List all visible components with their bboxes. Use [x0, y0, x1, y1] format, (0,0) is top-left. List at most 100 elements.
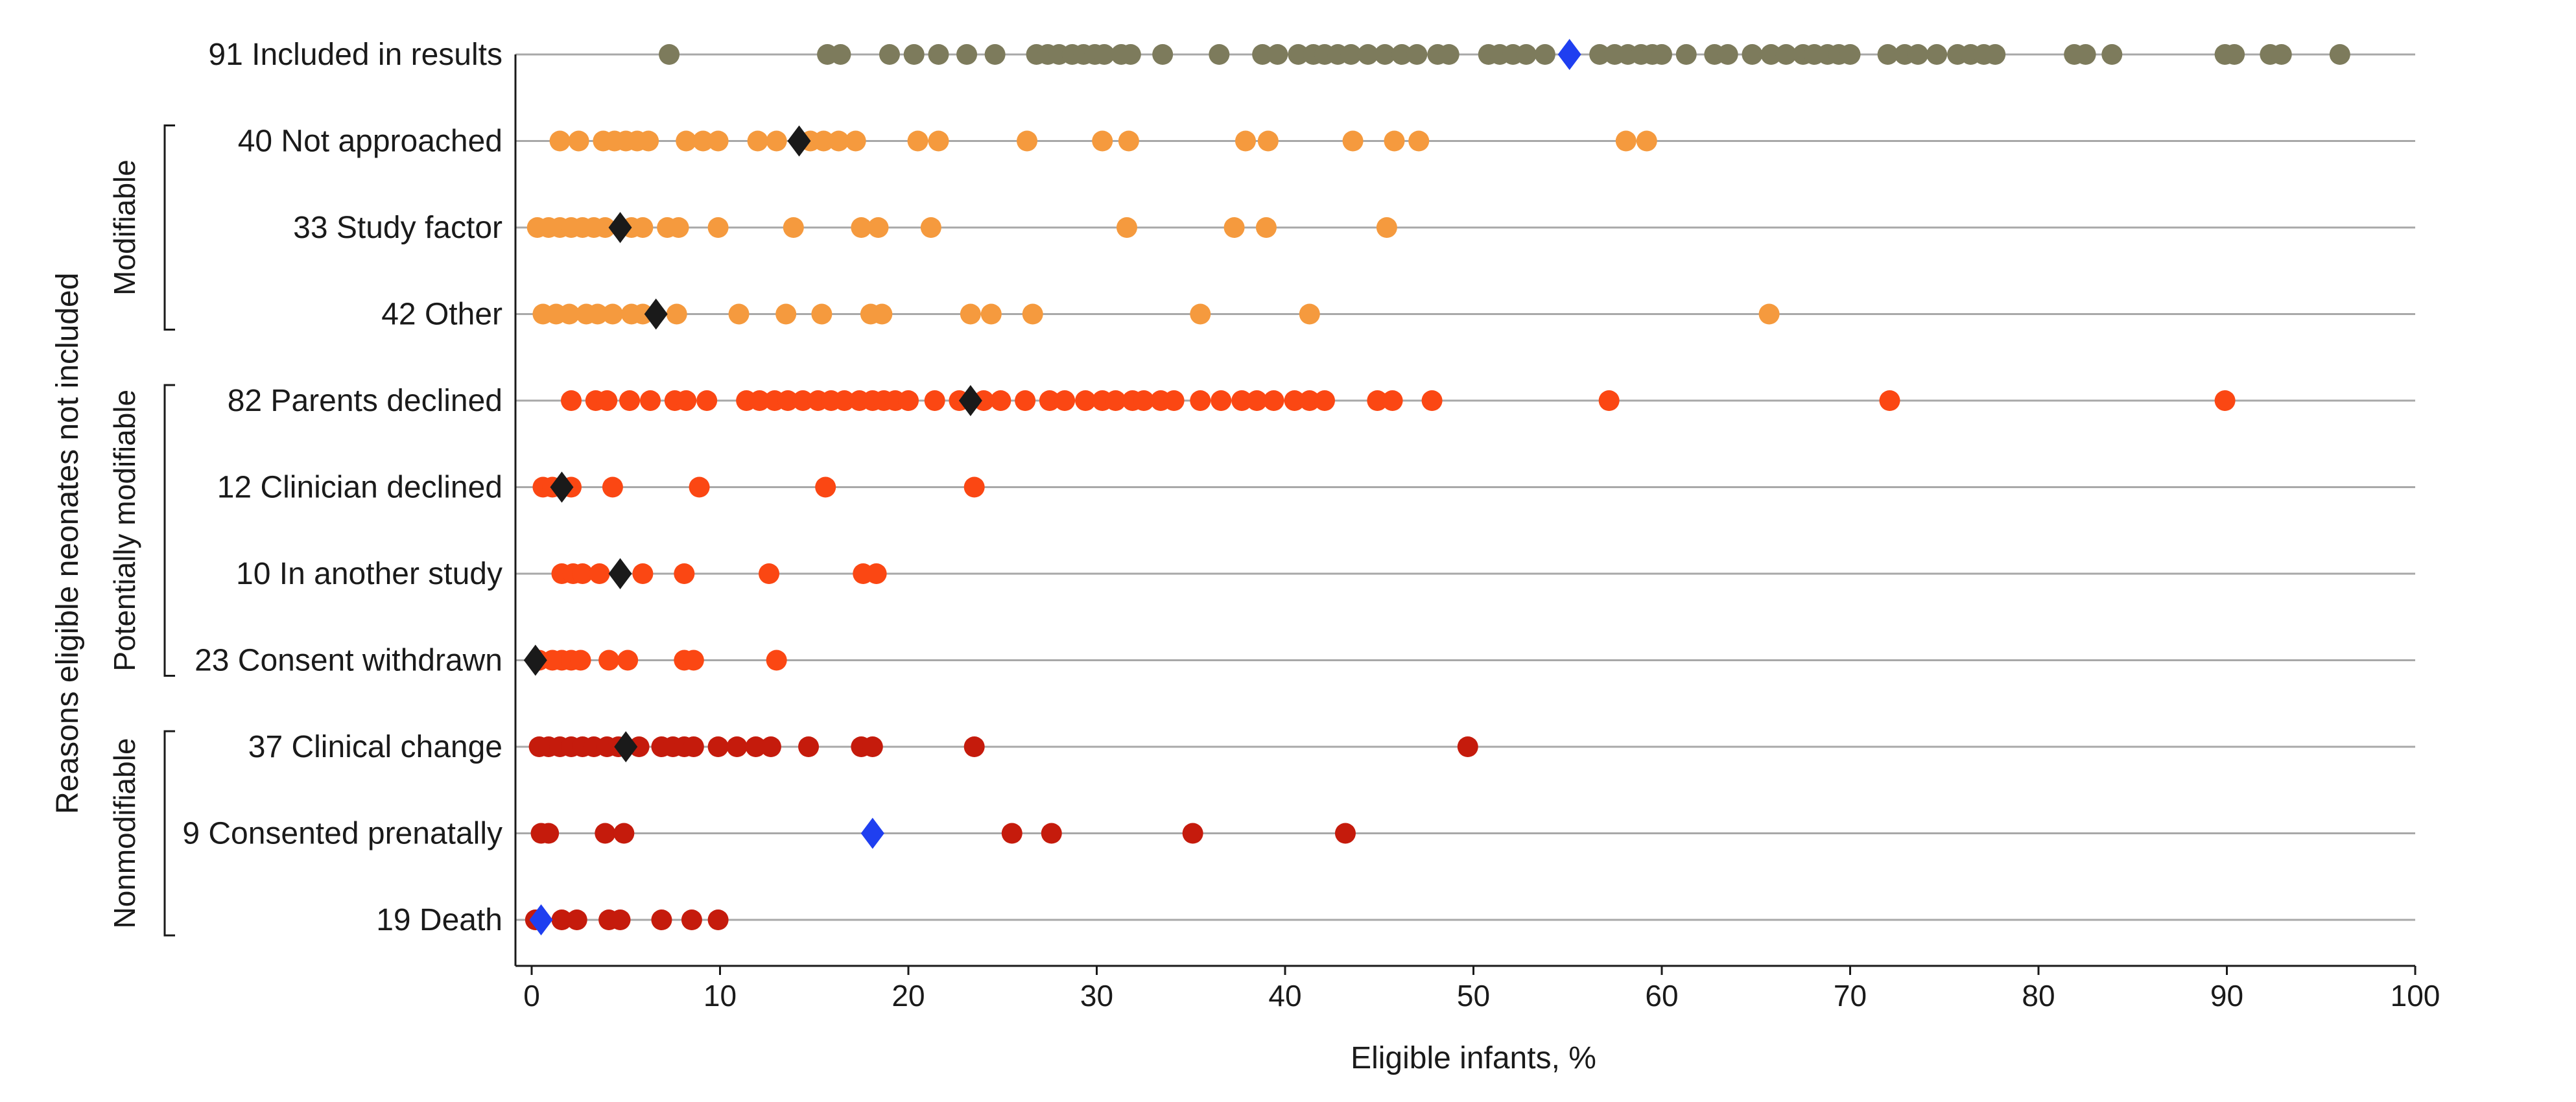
data-point [1288, 44, 1309, 65]
data-point [815, 476, 836, 498]
data-point [1231, 390, 1253, 411]
data-point [692, 130, 714, 152]
median-marker [1557, 39, 1581, 70]
median-marker [860, 817, 884, 849]
data-point [798, 736, 820, 757]
data-point [595, 823, 616, 844]
data-point [830, 44, 851, 65]
data-point [707, 909, 729, 930]
median-marker [787, 125, 811, 157]
data-point [1116, 217, 1137, 238]
data-point [1760, 44, 1782, 65]
data-point [1118, 130, 1139, 152]
data-point [619, 390, 641, 411]
data-point [632, 303, 654, 325]
data-point [1015, 390, 1036, 411]
data-point [851, 217, 872, 238]
data-point [1384, 130, 1405, 152]
data-point [551, 909, 573, 930]
data-point [1651, 44, 1672, 65]
data-point [651, 909, 672, 930]
median-marker [529, 904, 553, 935]
data-point [1334, 823, 1356, 844]
data-point [598, 650, 620, 671]
data-point [920, 217, 941, 238]
data-point [1374, 44, 1395, 65]
group-bracket [163, 730, 175, 937]
data-point [609, 909, 631, 930]
data-point [1589, 44, 1611, 65]
data-point [1190, 390, 1211, 411]
data-point [1120, 44, 1141, 65]
data-point [775, 303, 797, 325]
data-point [538, 823, 560, 844]
data-point [1209, 44, 1230, 65]
data-point [766, 650, 787, 671]
data-point [2075, 44, 2096, 65]
median-marker [644, 298, 668, 330]
data-point [1041, 823, 1062, 844]
data-point [760, 736, 781, 757]
data-point [1223, 217, 1245, 238]
data-point [628, 736, 650, 757]
data-point [589, 563, 610, 584]
data-point [956, 44, 978, 65]
data-point [1421, 390, 1443, 411]
data-point [1263, 390, 1284, 411]
data-point [1001, 823, 1022, 844]
median-marker [614, 731, 638, 762]
data-point [1839, 44, 1861, 65]
group-label: Potentially modifiable [108, 390, 141, 672]
data-point [1367, 390, 1388, 411]
x-tick-label: 10 [703, 979, 737, 1013]
data-point [924, 390, 945, 411]
data-point [1235, 130, 1256, 152]
data-point [990, 390, 1011, 411]
data-point [602, 303, 623, 325]
data-point [597, 390, 618, 411]
data-point [681, 909, 702, 930]
data-point [745, 736, 766, 757]
data-point [963, 736, 985, 757]
data-point [595, 217, 616, 238]
data-point [1357, 44, 1378, 65]
data-point [984, 44, 1006, 65]
data-point [783, 217, 804, 238]
data-point [561, 390, 582, 411]
data-point [683, 736, 704, 757]
median-marker [523, 644, 547, 676]
data-point [1382, 390, 1403, 411]
data-point [1438, 44, 1459, 65]
data-point [1515, 44, 1537, 65]
x-tick-label: 20 [892, 979, 925, 1013]
group-brackets: Modifiable Potentially modifiable Nonmodif… [108, 124, 175, 937]
data-point [1252, 44, 1273, 65]
data-point [566, 909, 587, 930]
median-marker [608, 212, 632, 243]
data-point [676, 130, 697, 152]
x-tick-label: 50 [1457, 979, 1490, 1013]
x-tick-label: 70 [1834, 979, 1867, 1013]
data-point [1742, 44, 1763, 65]
data-point [632, 217, 654, 238]
x-tick-label: 0 [523, 979, 540, 1013]
data-point [572, 563, 593, 584]
data-point [613, 823, 635, 844]
data-point [928, 130, 949, 152]
data-point [1211, 390, 1232, 411]
data-point [707, 736, 729, 757]
data-point [871, 303, 893, 325]
data-point [696, 390, 718, 411]
data-point [747, 130, 768, 152]
data-point [1284, 390, 1305, 411]
data-point [659, 44, 680, 65]
data-point [1105, 390, 1126, 411]
data-point [749, 390, 770, 411]
data-point [928, 44, 949, 65]
data-point [676, 390, 697, 411]
x-axis: 0 10 20 30 40 50 60 70 80 90 100 [514, 54, 2440, 1013]
data-point [834, 390, 855, 411]
median-marker [608, 558, 632, 589]
data-point [1340, 44, 1362, 65]
